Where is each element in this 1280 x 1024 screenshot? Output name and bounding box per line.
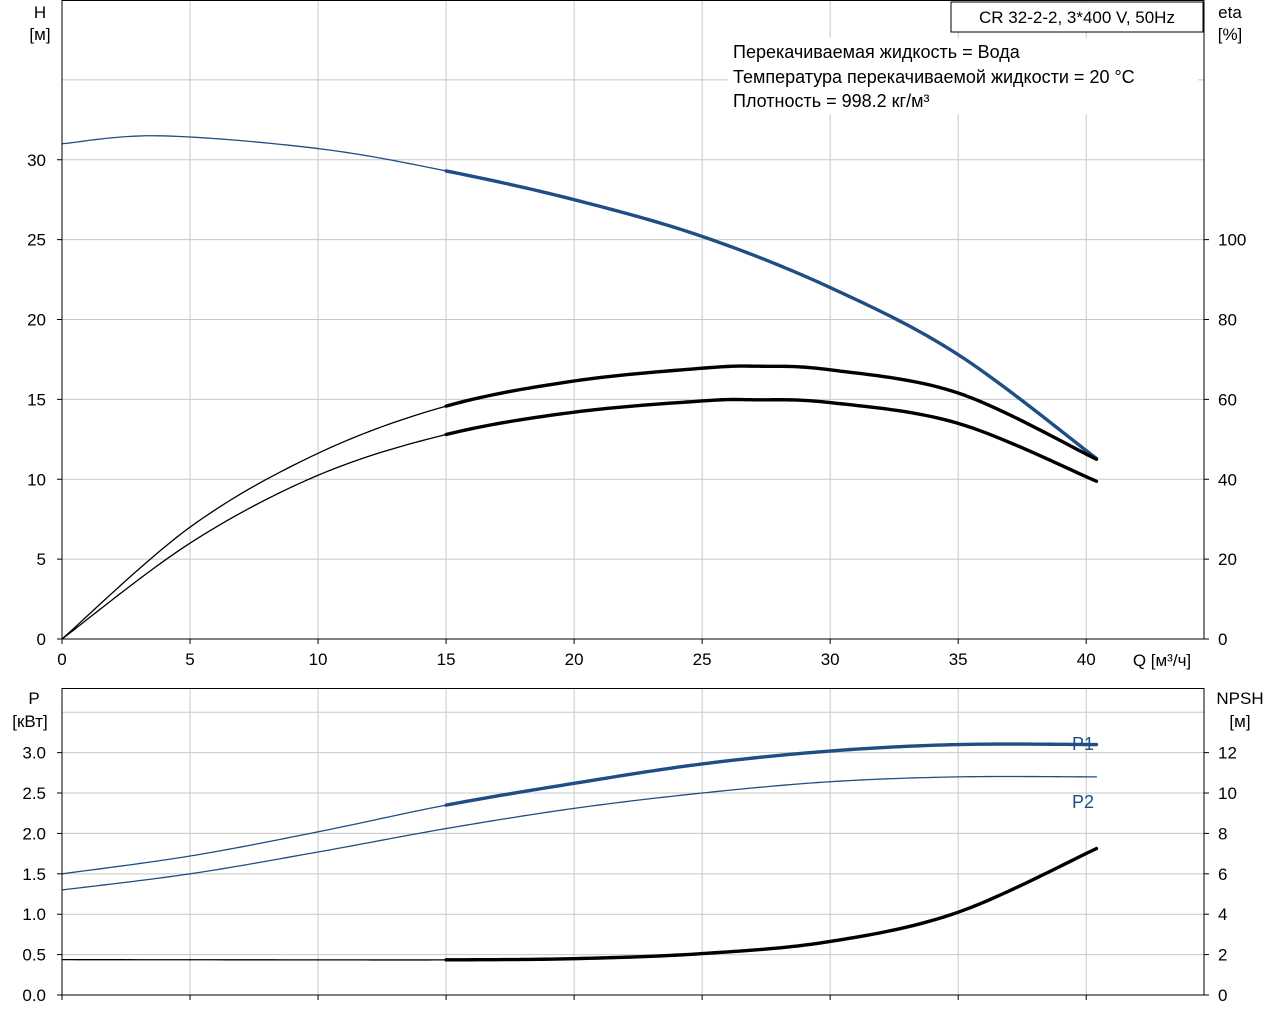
x-tick-label: 5 xyxy=(185,650,194,669)
y-left-tick-label: 0.5 xyxy=(22,946,46,965)
plot-frames xyxy=(57,0,1209,1000)
curve-0-1-thin xyxy=(61,405,447,640)
grid-lines xyxy=(62,0,1204,995)
y-right-tick-label: 60 xyxy=(1218,390,1237,409)
x-tick-label: 35 xyxy=(949,650,968,669)
bottom-y-right-label-1: NPSH xyxy=(1216,689,1263,708)
plot-frame-1 xyxy=(61,688,1205,996)
y-left-tick-label: 5 xyxy=(37,550,46,569)
x-axis-label: Q [м³/ч] xyxy=(1133,651,1191,670)
y-left-tick-label: 30 xyxy=(27,151,46,170)
bottom-y-left-label-2: [кВт] xyxy=(12,712,47,731)
top-y-left-label-2: [м] xyxy=(29,25,50,44)
curve-0-0-bold xyxy=(444,169,1099,461)
y-right-tick-label: 12 xyxy=(1218,744,1237,763)
y-right-tick-label: 4 xyxy=(1218,905,1227,924)
y-left-tick-label: 1.0 xyxy=(22,905,46,924)
x-tick-label: 10 xyxy=(309,650,328,669)
top-y-right-label-2: [%] xyxy=(1218,25,1243,44)
curve-1-1-thin xyxy=(61,775,1098,891)
info-line-fluid: Перекачиваемая жидкость = Вода xyxy=(733,42,1021,62)
y-left-tick-label: 25 xyxy=(27,231,46,250)
y-left-tick-label: 3.0 xyxy=(22,744,46,763)
x-tick-label: 40 xyxy=(1077,650,1096,669)
y-right-tick-label: 40 xyxy=(1218,470,1237,489)
y-right-tick-label: 80 xyxy=(1218,311,1237,330)
y-left-tick-label: 15 xyxy=(27,390,46,409)
curve-0-2-bold xyxy=(444,397,1099,483)
y-right-tick-label: 20 xyxy=(1218,550,1237,569)
y-right-tick-label: 2 xyxy=(1218,946,1227,965)
y-right-tick-label: 100 xyxy=(1218,231,1246,250)
y-left-tick-label: 1.5 xyxy=(22,865,46,884)
y-right-tick-label: 6 xyxy=(1218,865,1227,884)
info-background xyxy=(728,38,1198,114)
x-tick-label: 0 xyxy=(57,650,66,669)
series-label-p2: P2 xyxy=(1072,792,1094,812)
title-box xyxy=(950,1,1204,33)
top-y-left-label-1: H xyxy=(34,3,46,22)
y-left-tick-label: 2.5 xyxy=(22,784,46,803)
curve-1-0-bold xyxy=(444,742,1099,807)
bottom-y-right-label-2: [м] xyxy=(1229,712,1250,731)
curve-0-2-thin xyxy=(61,433,447,640)
y-left-tick-label: 0 xyxy=(37,630,46,649)
x-tick-label: 15 xyxy=(437,650,456,669)
y-left-tick-label: 20 xyxy=(27,311,46,330)
chart-title: CR 32-2-2, 3*400 V, 50Hz xyxy=(979,8,1175,27)
top-y-right-label-1: eta xyxy=(1218,3,1242,22)
curve-1-0-thin xyxy=(61,804,447,875)
y-right-tick-label: 0 xyxy=(1218,986,1227,1005)
curve-0-1-bold xyxy=(444,364,1099,461)
curves xyxy=(61,135,1099,962)
y-left-tick-label: 2.0 xyxy=(22,824,46,843)
bottom-y-left-label-1: P xyxy=(28,689,39,708)
x-tick-label: 25 xyxy=(693,650,712,669)
curve-1-2-bold xyxy=(444,846,1099,962)
info-line-temperature: Температура перекачиваемой жидкости = 20… xyxy=(733,67,1135,87)
y-right-tick-label: 10 xyxy=(1218,784,1237,803)
y-right-tick-label: 8 xyxy=(1218,824,1227,843)
x-tick-label: 30 xyxy=(821,650,840,669)
x-tick-label: 20 xyxy=(565,650,584,669)
y-left-tick-label: 0.0 xyxy=(22,986,46,1005)
y-left-tick-label: 10 xyxy=(27,470,46,489)
info-line-density: Плотность = 998.2 кг/м³ xyxy=(733,91,929,111)
curve-0-0-thin xyxy=(61,135,447,172)
series-label-p1: P1 xyxy=(1072,734,1094,754)
y-right-tick-label: 0 xyxy=(1218,630,1227,649)
